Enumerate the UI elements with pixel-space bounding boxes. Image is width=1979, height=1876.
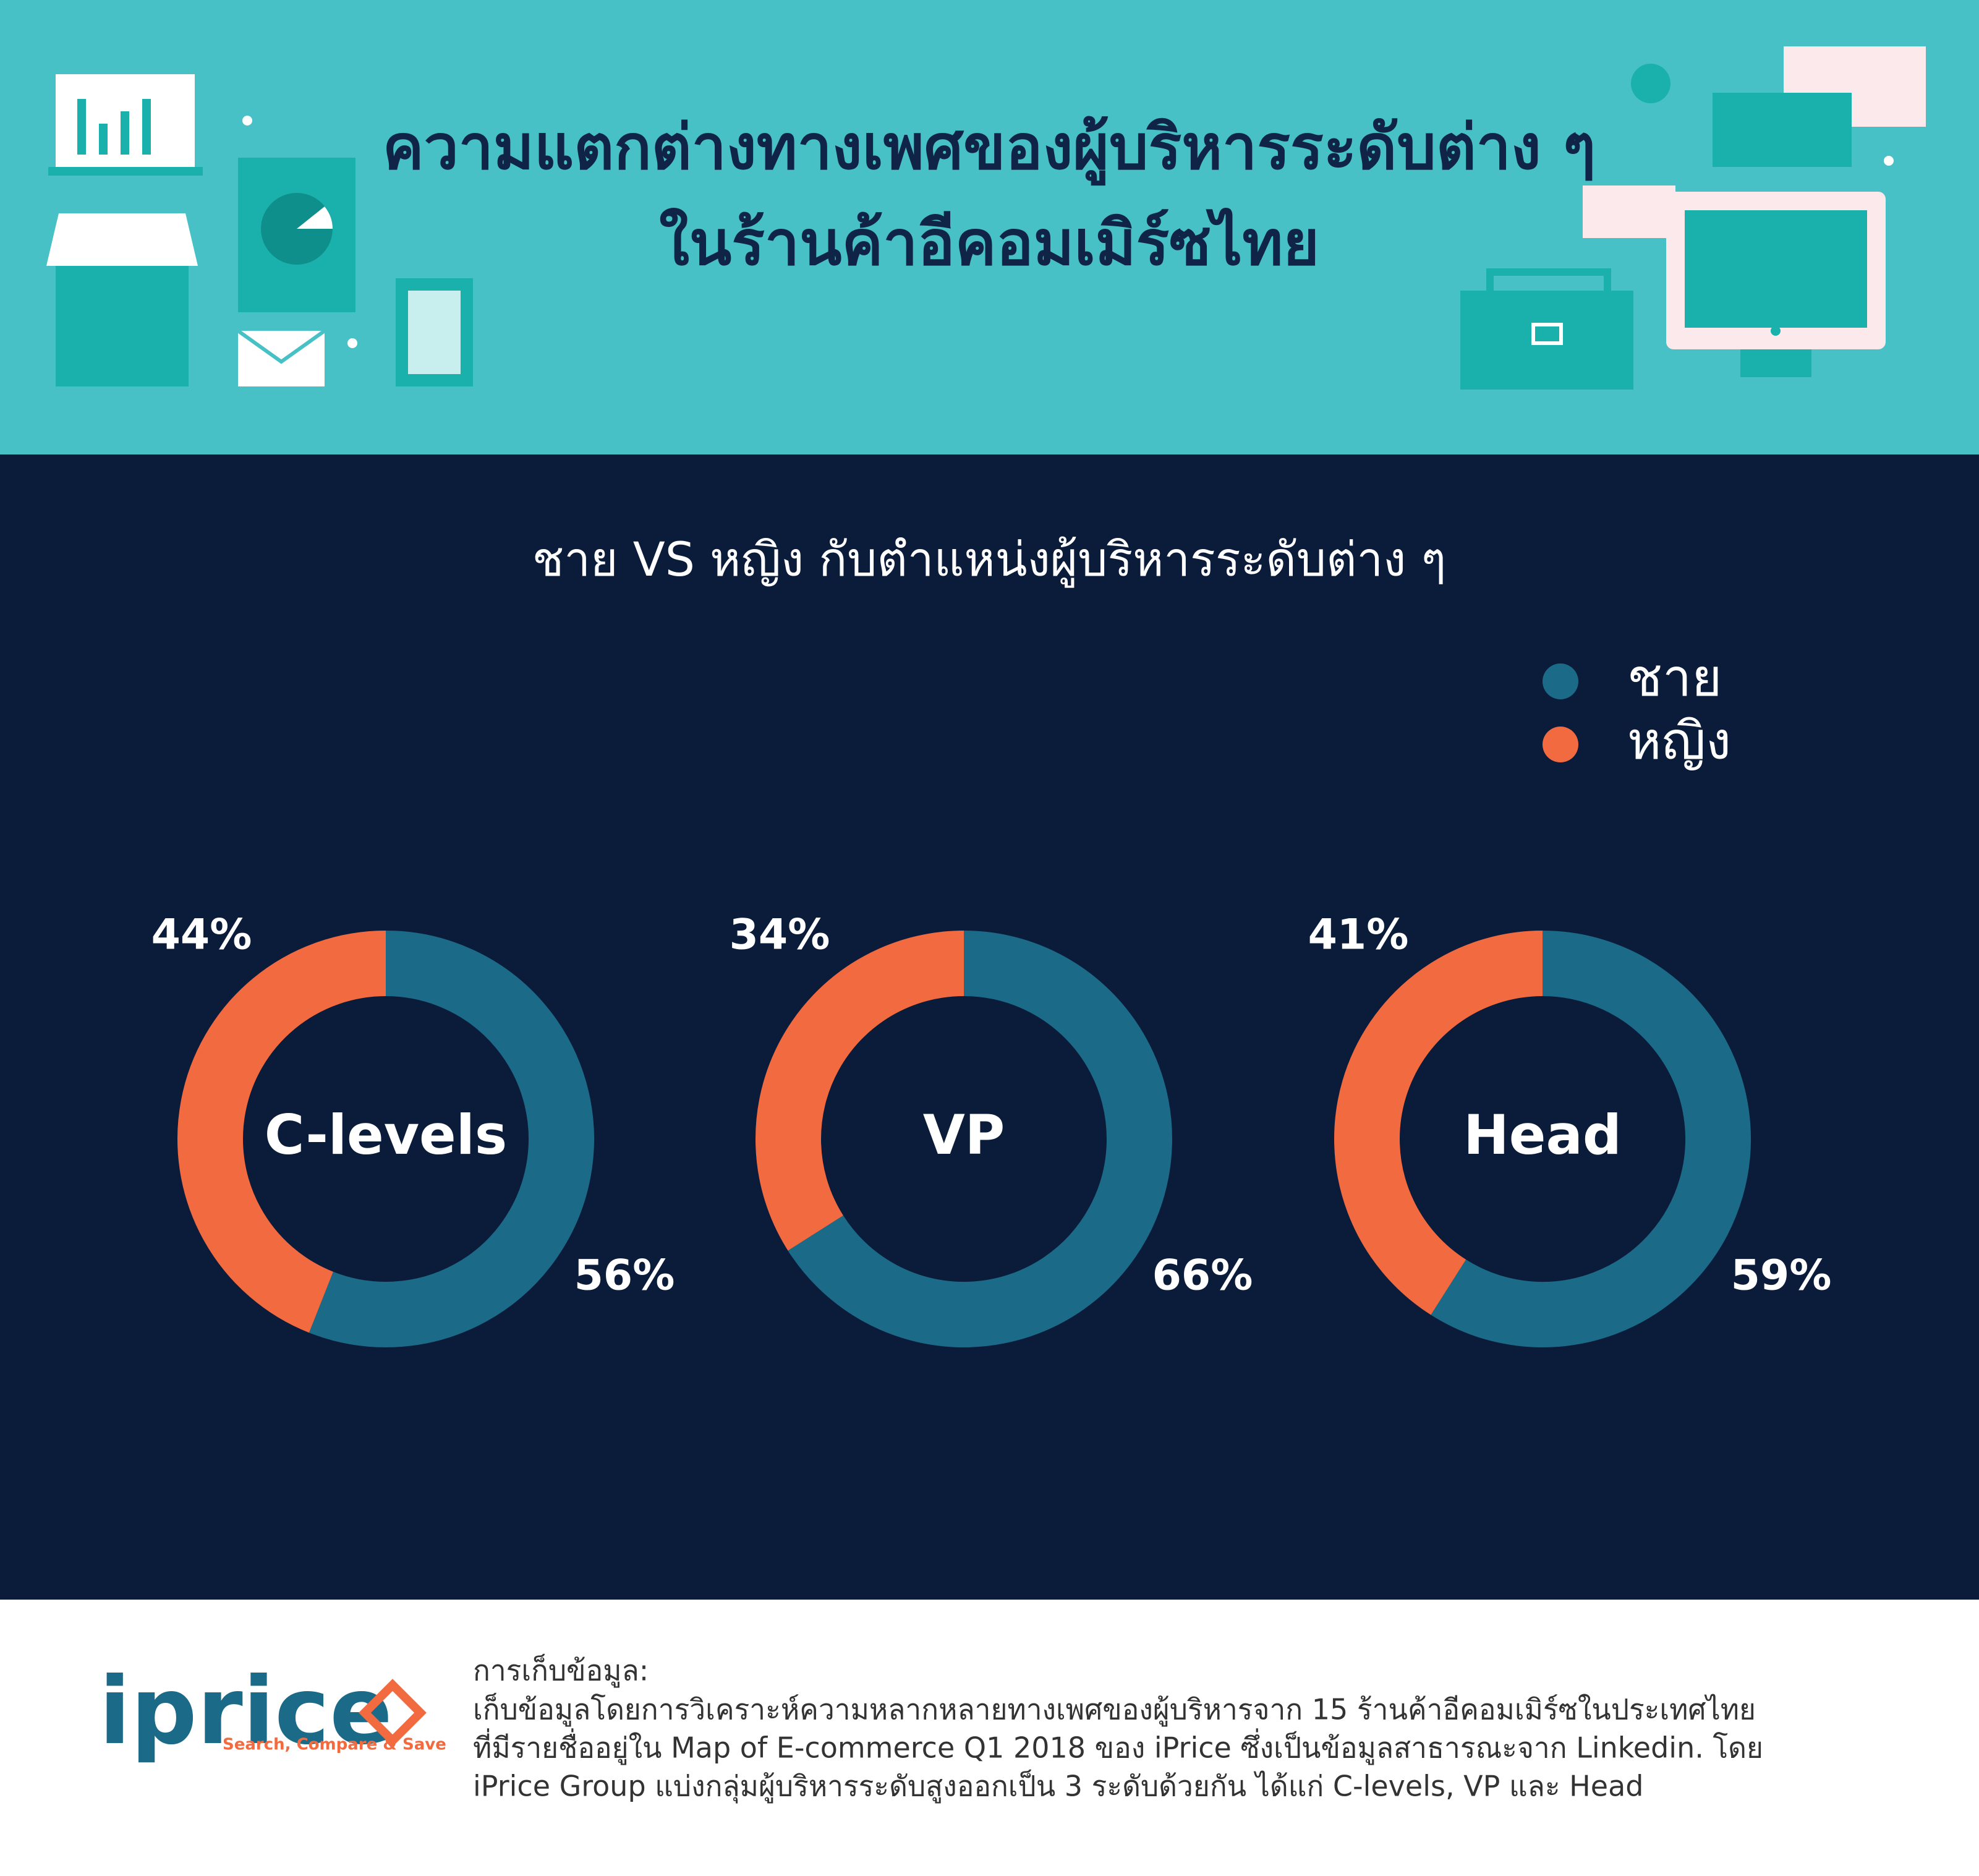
page-title-line: ความแตกต่างทางเพศของผู้บริหารระดับต่าง ๆ (383, 111, 1596, 185)
donut-segment (177, 931, 386, 1333)
legend-swatch (1543, 663, 1578, 699)
header-icons (46, 46, 1926, 390)
donut-center-label: C-levels (265, 1103, 508, 1167)
value-label: 59% (1731, 1251, 1832, 1300)
value-label: 66% (1152, 1251, 1253, 1300)
legend-swatch (1543, 727, 1578, 762)
note-line: iPrice Group แบ่งกลุ่มผู้บริหารระดับสูงอ… (473, 1770, 1643, 1804)
donut-segment (1334, 931, 1543, 1315)
donut-segment (788, 931, 1172, 1347)
chart-title: ชาย VS หญิง กับตำแหน่งผู้บริหารระดับต่าง… (532, 532, 1446, 588)
logo-tagline: Search, Compare & Save (223, 1736, 446, 1754)
legend-label: หญิง (1627, 710, 1731, 771)
note-line: เก็บข้อมูลโดยการวิเคราะห์ความหลากหลายทาง… (473, 1693, 1756, 1727)
note-line: ที่มีรายชื่ออยู่ใน Map of E-commerce Q1 … (473, 1728, 1763, 1765)
note-title: การเก็บข้อมูล: (473, 1654, 649, 1688)
value-label: 56% (574, 1251, 675, 1300)
legend-label: ชาย (1627, 647, 1722, 708)
donut-segment (1431, 931, 1751, 1347)
value-label: 34% (730, 911, 830, 960)
value-label: 41% (1308, 911, 1409, 960)
value-label: 44% (151, 911, 252, 960)
donut-center-label: Head (1463, 1103, 1622, 1167)
donut-segment (755, 931, 964, 1251)
footer-band (0, 1600, 1979, 1876)
donut-center-label: VP (923, 1103, 1005, 1167)
logo: iprice (99, 1658, 393, 1765)
donut-segment (309, 931, 594, 1347)
page-title-line: ในร้านค้าอีคอมเมิร์ซไทย (659, 207, 1319, 279)
logo-tag (359, 1679, 427, 1747)
